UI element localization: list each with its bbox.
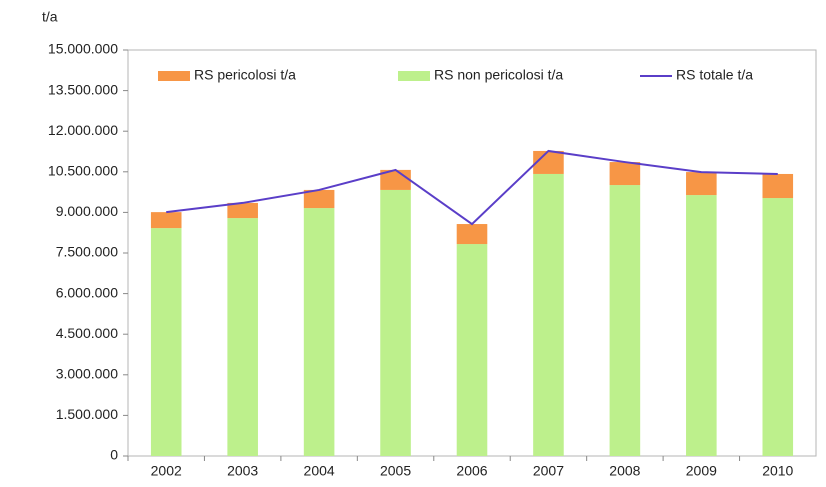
y-tick-label: 12.000.000	[48, 122, 118, 138]
y-tick-label: 3.000.000	[56, 366, 118, 382]
line	[166, 149, 778, 226]
bar	[533, 150, 564, 174]
bar	[686, 195, 717, 456]
x-tick-label: 2002	[151, 463, 182, 479]
y-tick-label: 9.000.000	[56, 203, 118, 219]
bar	[456, 244, 488, 456]
y-tick-label: 0	[110, 447, 118, 463]
bar	[686, 172, 717, 196]
bar	[150, 228, 182, 456]
legend-swatch	[158, 71, 190, 81]
x-tick-label: 2005	[380, 463, 411, 479]
legend-label: RS pericolosi t/a	[194, 67, 296, 83]
bar	[227, 218, 258, 456]
bar	[533, 173, 564, 456]
legend-label: RS non pericolosi t/a	[434, 67, 563, 83]
y-axis-title: t/a	[42, 9, 58, 25]
x-tick-label: 2003	[227, 463, 258, 479]
y-tick-label: 6.000.000	[56, 284, 118, 300]
y-tick-label: 7.500.000	[56, 244, 118, 260]
legend-label: RS totale t/a	[676, 67, 753, 83]
x-tick-label: 2004	[304, 463, 335, 479]
y-tick-label: 10.500.000	[48, 163, 118, 179]
y-tick-label: 13.500.000	[48, 81, 118, 97]
bar	[303, 208, 335, 456]
bar	[609, 185, 641, 456]
bar	[762, 173, 794, 199]
x-tick-label: 2008	[609, 463, 640, 479]
x-tick-label: 2007	[533, 463, 564, 479]
x-tick-label: 2010	[762, 463, 793, 479]
y-tick-label: 15.000.000	[48, 41, 118, 57]
bar	[609, 162, 641, 186]
bar	[150, 212, 182, 229]
bar	[303, 189, 335, 209]
x-tick-label: 2009	[686, 463, 717, 479]
x-tick-label: 2006	[456, 463, 487, 479]
bar	[380, 189, 411, 456]
bar	[762, 198, 794, 456]
y-tick-label: 4.500.000	[56, 325, 118, 341]
legend-swatch	[398, 71, 430, 81]
bar	[456, 224, 488, 245]
bar	[227, 202, 258, 219]
y-tick-label: 1.500.000	[56, 406, 118, 422]
